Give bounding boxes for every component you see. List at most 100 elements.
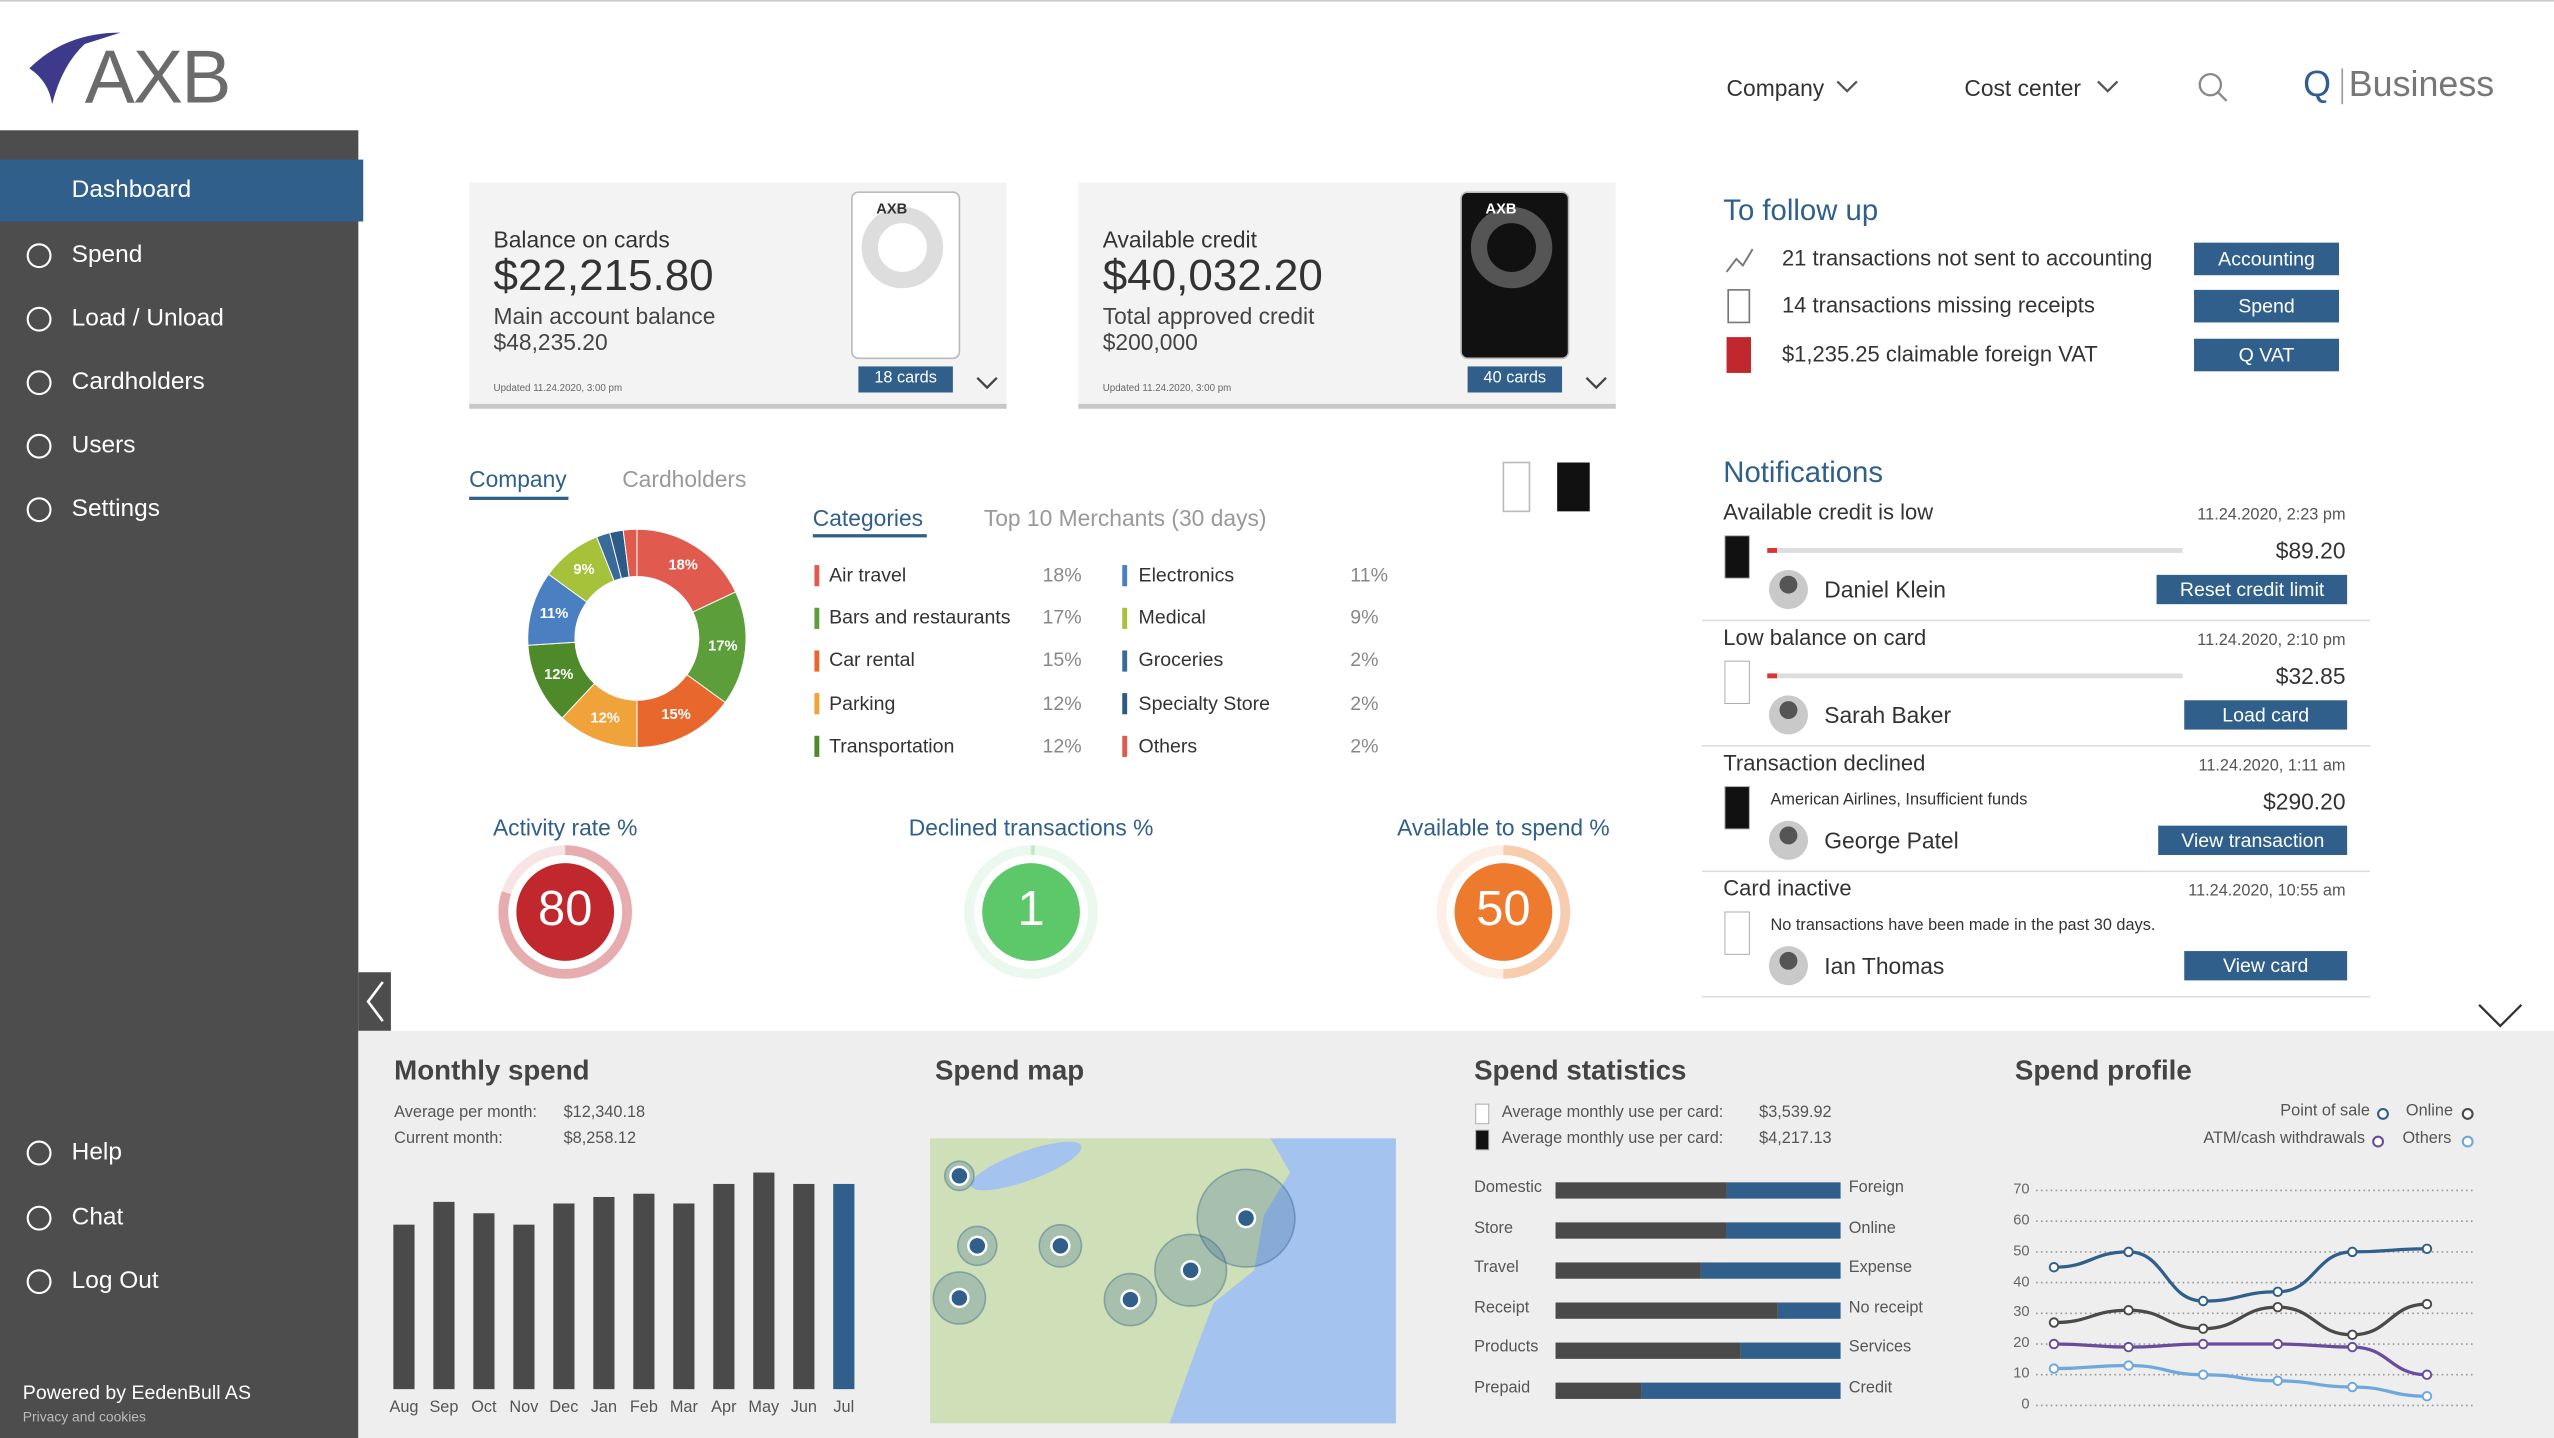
legend-label: Car rental	[829, 648, 915, 672]
point-marker	[2048, 1317, 2060, 1328]
bar-segment	[1777, 1302, 1841, 1319]
point-marker	[2048, 1363, 2060, 1374]
legend-swatch	[1122, 735, 1128, 757]
menu-icon	[26, 370, 52, 396]
notification-title: Card inactive	[1723, 876, 1852, 901]
point-marker	[2347, 1246, 2358, 1258]
point-marker	[2421, 1369, 2433, 1380]
gauge-arc	[1436, 845, 1571, 979]
map-dot	[1120, 1289, 1141, 1310]
follow-up-text: $1,235.25 claimable foreign VAT	[1781, 341, 2098, 367]
series-line	[2053, 1363, 2427, 1398]
card-count[interactable]: 18 cards	[858, 366, 953, 393]
notification-button[interactable]: Load card	[2184, 700, 2348, 730]
menu-item[interactable]: Spend	[71, 241, 143, 269]
legend-swatch	[1122, 607, 1128, 629]
brand: Business	[2348, 63, 2495, 105]
person-name: Daniel Klein	[1824, 576, 1946, 603]
bar	[393, 1224, 415, 1390]
stat-label: Current month:	[394, 1130, 503, 1149]
panel-title: Spend map	[934, 1055, 1085, 1087]
menu-item[interactable]: Cardholders	[71, 368, 205, 396]
card-logo: AXB	[876, 200, 908, 217]
row-label-right: No receipt	[1848, 1299, 1923, 1318]
point-marker	[2272, 1338, 2283, 1350]
card-icon	[1724, 911, 1750, 955]
bar-segment	[1555, 1382, 1642, 1399]
gauge-ring	[498, 845, 632, 979]
follow-up-button[interactable]: Q VAT	[2194, 338, 2339, 372]
card-logo: AXB	[1485, 200, 1517, 217]
gauge-core	[516, 863, 615, 961]
slice-label: 11%	[540, 606, 569, 622]
collapse-arrow	[366, 981, 384, 1022]
slice-label: 12%	[590, 711, 619, 727]
map-dot	[1180, 1260, 1201, 1281]
gauge-label: Declined transactions %	[908, 814, 1154, 841]
tab[interactable]: Company	[469, 465, 567, 492]
slice-label: 17%	[708, 638, 737, 654]
legend-label: Online	[2405, 1102, 2454, 1121]
tab-underline	[469, 496, 569, 500]
menu-item[interactable]: Settings	[71, 495, 160, 523]
notification-amount: $290.20	[2263, 788, 2346, 815]
legend-marker	[2377, 1107, 2389, 1120]
legend-swatch	[814, 693, 820, 715]
chevron	[976, 377, 998, 390]
notification-button[interactable]: View transaction	[2158, 825, 2348, 855]
logo: AXB	[84, 34, 232, 119]
menu-item[interactable]: Users	[71, 431, 136, 460]
y-tick-label: 0	[2021, 1395, 2030, 1412]
map-lake	[970, 1141, 1082, 1191]
x-tick-label: Nov	[509, 1398, 539, 1417]
stat-value: $8,258.12	[563, 1130, 637, 1149]
legend-value: 11%	[1350, 563, 1388, 587]
x-tick-label: Apr	[711, 1398, 737, 1417]
menu-item[interactable]: Dashboard	[0, 159, 364, 222]
card-decor	[1470, 206, 1553, 289]
row-label: Domestic	[1474, 1179, 1542, 1197]
legend-label: Others	[1138, 734, 1198, 757]
privacy-link[interactable]: Privacy and cookies	[22, 1408, 146, 1425]
section-title: Notifications	[1723, 455, 1884, 489]
card-panel-border	[1078, 403, 1616, 409]
follow-up-button[interactable]: Spend	[2194, 289, 2339, 323]
menu-item[interactable]: Load / Unload	[71, 304, 224, 333]
bar	[473, 1213, 495, 1390]
stat-label: Average monthly use per card:	[1501, 1130, 1724, 1149]
bar-segment	[1555, 1262, 1701, 1279]
series-line	[2053, 1342, 2427, 1377]
y-tick-label: 10	[2013, 1364, 2030, 1382]
subtab[interactable]: Categories	[812, 504, 924, 531]
notification-date: 11.24.2020, 1:11 am	[2198, 757, 2346, 776]
notification-date: 11.24.2020, 10:55 am	[2188, 882, 2346, 901]
item-icon	[1727, 289, 1751, 324]
card-updated: Updated 11.24.2020, 3:00 pm	[1102, 384, 1232, 395]
subtab[interactable]: Top 10 Merchants (30 days)	[983, 504, 1267, 531]
avatar-head	[1779, 701, 1798, 720]
nav-company[interactable]: Company	[1726, 74, 1825, 101]
stat-label: Average per month:	[394, 1104, 537, 1123]
card-icon	[1724, 786, 1750, 830]
notification-note: No transactions have been made in the pa…	[1770, 916, 2156, 935]
slice-label: 18%	[668, 557, 697, 573]
point-marker	[2347, 1329, 2358, 1341]
legend-label: Groceries	[1138, 648, 1224, 672]
row-label-right: Foreign	[1848, 1179, 1904, 1197]
x-tick-label: Feb	[629, 1398, 658, 1417]
bar	[793, 1183, 815, 1390]
menu-item[interactable]: Help	[71, 1138, 122, 1167]
notification-button[interactable]: View card	[2184, 951, 2348, 981]
tab[interactable]: Cardholders	[622, 465, 747, 492]
follow-up-button[interactable]: Accounting	[2194, 242, 2339, 276]
card-count[interactable]: 40 cards	[1467, 366, 1563, 393]
card-title: Available credit	[1102, 226, 1257, 253]
x-tick-label: Jul	[833, 1398, 855, 1417]
menu-item[interactable]: Log Out	[71, 1267, 159, 1295]
notification-button[interactable]: Reset credit limit	[2157, 574, 2348, 605]
legend-swatch	[1122, 693, 1128, 715]
menu-item[interactable]: Chat	[71, 1203, 124, 1232]
card-icon	[1724, 535, 1750, 579]
nav-cost-center[interactable]: Cost center	[1964, 74, 2081, 101]
point-marker	[2421, 1243, 2433, 1255]
